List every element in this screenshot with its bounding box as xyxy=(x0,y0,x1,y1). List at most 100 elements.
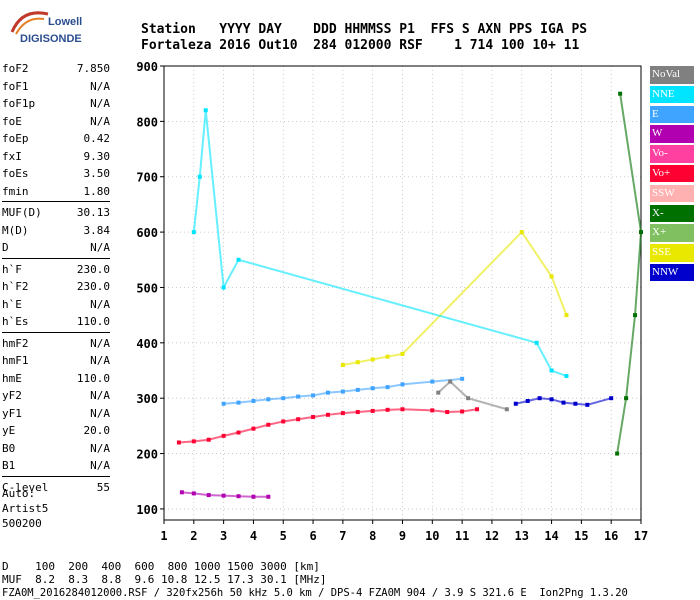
param-name: D xyxy=(2,241,9,254)
x-tick-label: 13 xyxy=(515,529,529,543)
param-name: foF1 xyxy=(2,79,29,93)
param-value: N/A xyxy=(90,297,110,311)
param-row-hmf2: hmF2 N/A xyxy=(2,335,110,353)
param-row-hmf1: hmF1 N/A xyxy=(2,352,110,370)
param-row-yf2: yF2 N/A xyxy=(2,387,110,405)
y-tick-label: 100 xyxy=(136,503,158,517)
param-value: 0.42 xyxy=(83,132,111,145)
param-row-b0: B0 N/A xyxy=(2,440,110,458)
param-name: B1 xyxy=(2,459,16,472)
legend-item-nne: NNE xyxy=(650,85,694,104)
legend-item-x: X+ xyxy=(650,224,694,242)
param-name: hmF1 xyxy=(2,354,29,367)
param-name: yF1 xyxy=(2,406,22,420)
x-tick-label: 3 xyxy=(220,529,227,543)
x-tick-label: 16 xyxy=(604,529,618,543)
distance-row: D 100 200 400 600 800 1000 1500 3000 [km… xyxy=(2,560,320,573)
param-value: 1.80 xyxy=(83,184,111,198)
param-name: h`Es xyxy=(2,315,29,328)
param-separator xyxy=(2,331,110,333)
echo-trace-sse xyxy=(342,230,568,366)
param-value: 7.850 xyxy=(76,62,110,75)
param-row-hf: h`F 230.0 xyxy=(2,261,110,279)
legend-item-vo: Vo+ xyxy=(650,164,694,183)
y-tick-label: 800 xyxy=(136,115,158,129)
param-name: M(D) xyxy=(2,223,29,237)
legend-item-nnw: NNW xyxy=(650,263,694,282)
param-row-hme: hmE 110.0 xyxy=(2,370,110,388)
param-row-fof1p: foF1p N/A xyxy=(2,95,110,113)
param-row-hes: h`Es 110.0 xyxy=(2,313,110,331)
param-name: C-level xyxy=(2,480,49,494)
x-tick-label: 1 xyxy=(160,529,167,543)
x-tick-label: 12 xyxy=(485,529,499,543)
header-values: Fortaleza 2016 Out10 284 012000 RSF 1 71… xyxy=(141,38,580,53)
param-name: hmF2 xyxy=(2,336,29,350)
param-value: 30.13 xyxy=(76,206,110,219)
x-tick-label: 6 xyxy=(309,529,316,543)
param-separator xyxy=(2,475,110,477)
echo-trace-noval xyxy=(437,380,508,411)
param-name: foE xyxy=(2,114,22,128)
param-value: N/A xyxy=(90,354,110,367)
param-separator xyxy=(2,201,110,202)
param-value: 9.30 xyxy=(83,149,111,163)
x-tick-label: 17 xyxy=(634,529,648,543)
param-value: N/A xyxy=(90,459,110,472)
polarization-legend: NoVal NNE E W Vo- Vo+ SSW X- X+ SSE NNW xyxy=(650,66,694,284)
legend-item-w: W xyxy=(650,125,694,143)
param-name: foEs xyxy=(2,167,29,180)
param-value: 20.0 xyxy=(83,424,111,437)
x-tick-label: 7 xyxy=(339,529,346,543)
param-row-he: h`E N/A xyxy=(2,296,110,314)
x-tick-label: 14 xyxy=(544,529,558,543)
param-row-hf2: h`F2 230.0 xyxy=(2,278,110,296)
param-name: yF2 xyxy=(2,389,22,402)
param-value: N/A xyxy=(90,114,110,128)
param-row-fof1: foF1 N/A xyxy=(2,78,110,96)
param-value: 3.84 xyxy=(83,223,111,237)
param-value: 110.0 xyxy=(76,315,110,328)
param-value: 3.50 xyxy=(83,167,111,180)
x-tick-label: 15 xyxy=(574,529,588,543)
scaled-parameters-panel: foF2 7.850 foF1 N/A foF1p N/A foE N/A foEp 0.42 fx… xyxy=(2,60,110,496)
param-name: hmE xyxy=(2,371,22,385)
x-tick-label: 10 xyxy=(425,529,439,543)
x-tick-label: 9 xyxy=(399,529,406,543)
param-value: N/A xyxy=(90,406,110,420)
y-tick-label: 400 xyxy=(136,337,158,351)
param-row-foep: foEp 0.42 xyxy=(2,130,110,148)
echo-trace-e xyxy=(223,377,463,405)
muf-row: MUF 8.2 8.3 8.8 9.6 10.8 12.5 17.3 30.1 … xyxy=(2,573,327,586)
param-row-clevel: C-level 55 xyxy=(2,479,110,497)
echo-trace-nne xyxy=(192,110,567,377)
y-tick-label: 900 xyxy=(136,60,158,74)
param-name: fxI xyxy=(2,149,22,163)
echo-trace-x xyxy=(616,93,643,454)
param-name: foEp xyxy=(2,132,29,145)
x-tick-label: 2 xyxy=(190,529,197,543)
legend-item-vo: Vo- xyxy=(650,145,694,163)
x-tick-label: 5 xyxy=(280,529,287,543)
param-row-yf1: yF1 N/A xyxy=(2,405,110,423)
param-row-foe: foE N/A xyxy=(2,113,110,131)
echo-trace-nnw xyxy=(515,397,612,406)
param-name: MUF(D) xyxy=(2,206,42,219)
legend-item-noval: NoVal xyxy=(650,66,694,84)
header-labels: Station YYYY DAY DDD HHMMSS P1 FFS S AXN… xyxy=(141,22,588,37)
param-value: N/A xyxy=(90,241,110,254)
y-tick-label: 600 xyxy=(136,226,158,240)
logo-mark xyxy=(10,11,49,35)
param-value: 230.0 xyxy=(76,262,110,276)
auto-program: Artist5 xyxy=(2,502,49,515)
param-name: foF2 xyxy=(2,62,29,75)
param-name: B0 xyxy=(2,441,16,455)
auto-version: 500200 xyxy=(2,517,42,530)
param-value: N/A xyxy=(90,336,110,350)
param-row-d: D N/A xyxy=(2,239,110,257)
x-tick-label: 4 xyxy=(250,529,257,543)
auto-label: Auto: xyxy=(2,487,36,500)
y-tick-label: 200 xyxy=(136,448,158,462)
param-name: yE xyxy=(2,424,16,437)
